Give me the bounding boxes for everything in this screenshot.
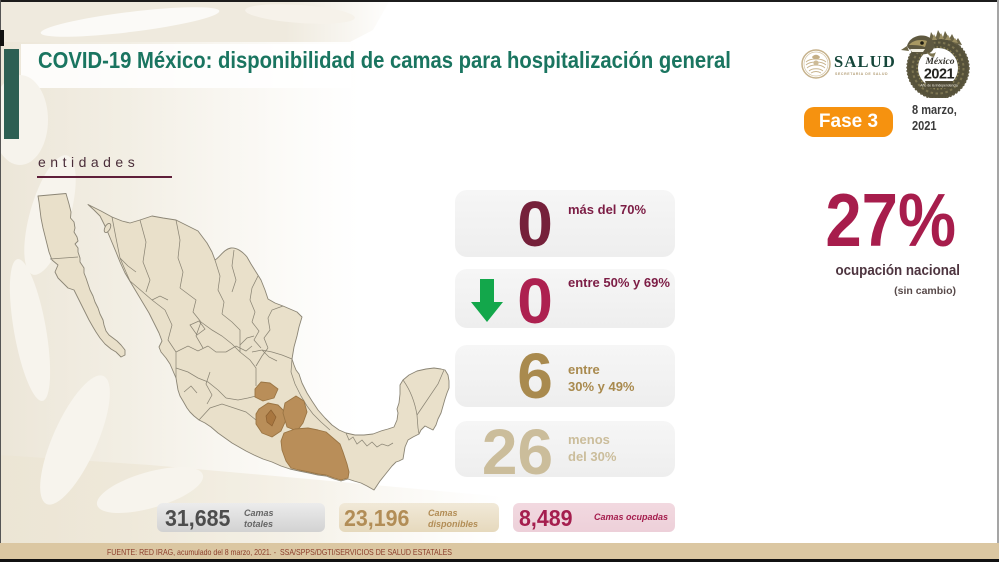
svg-text:Año de la Independencia: Año de la Independencia: [920, 84, 958, 88]
svg-text:México: México: [924, 57, 954, 67]
svg-text:2021: 2021: [924, 67, 955, 83]
